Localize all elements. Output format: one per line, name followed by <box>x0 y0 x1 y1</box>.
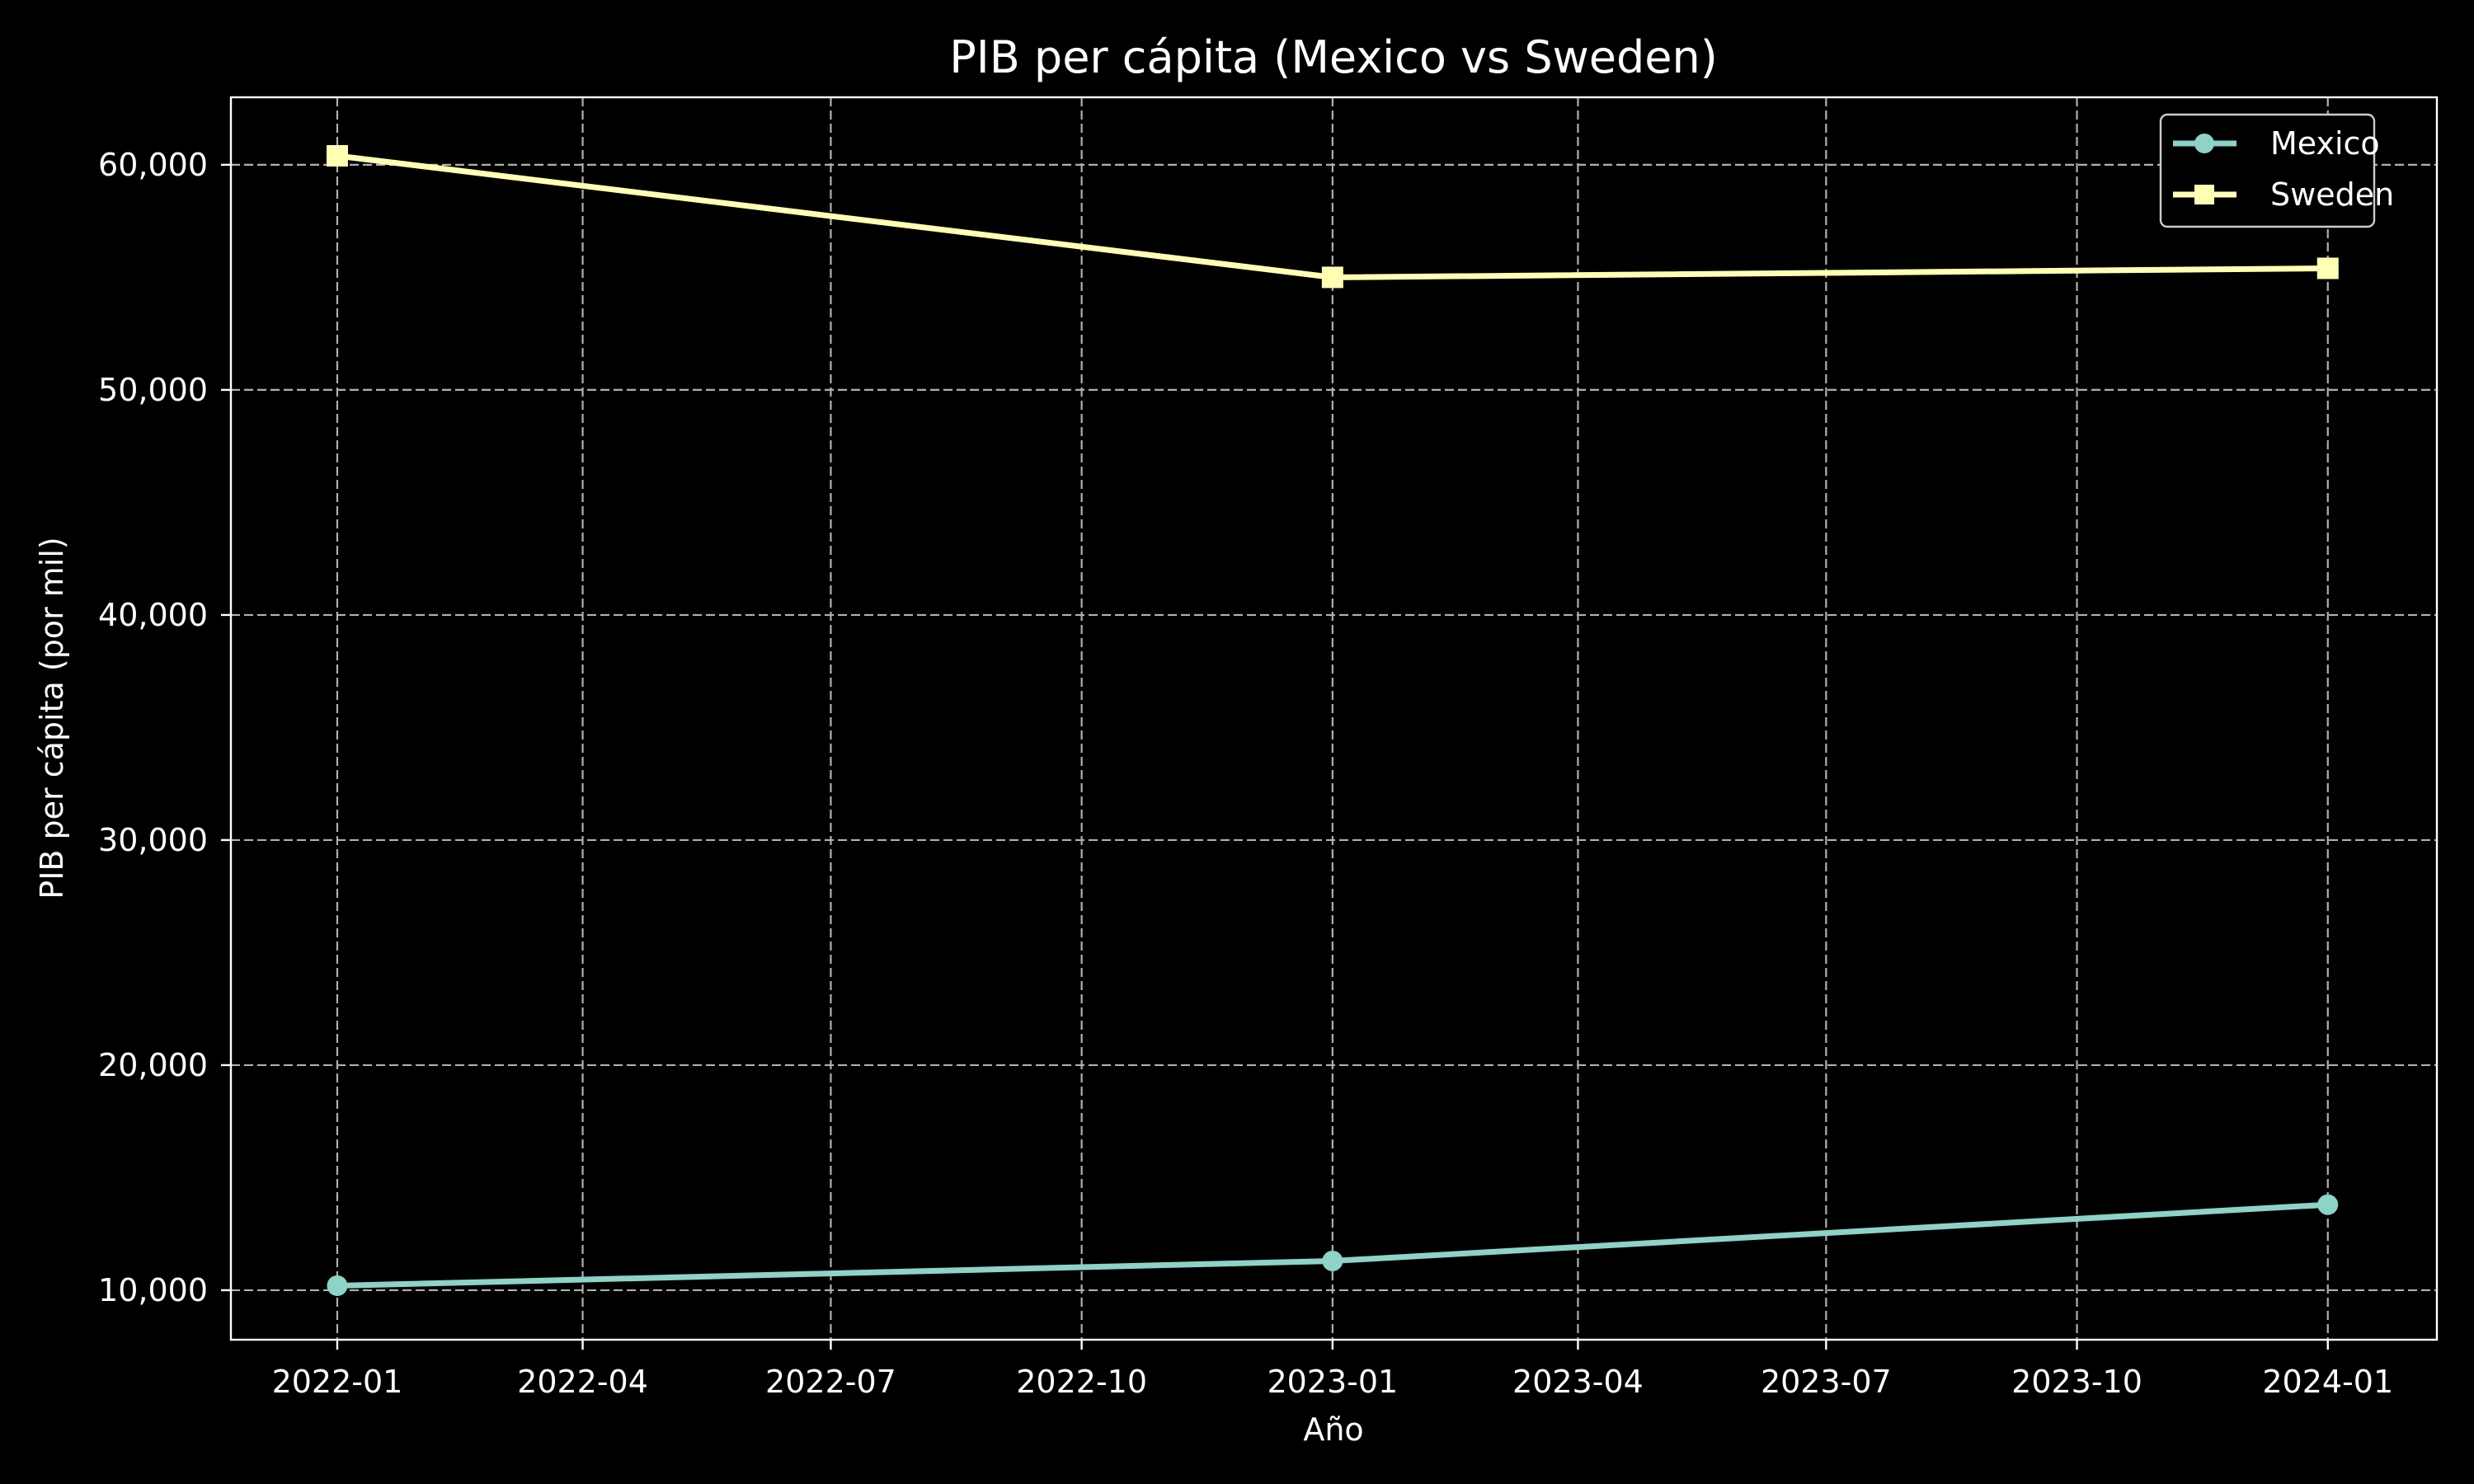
x-tick-label: 2022-01 <box>272 1364 403 1400</box>
x-tick-label: 2023-04 <box>1512 1364 1644 1400</box>
data-point-mexico <box>327 1275 348 1296</box>
x-tick-label: 2023-01 <box>1267 1364 1398 1400</box>
legend-label-sweden: Sweden <box>2270 176 2394 213</box>
y-axis-ticks: 10,000 20,000 30,000 40,000 50,000 60,000 <box>98 147 231 1308</box>
x-tick-label: 2022-10 <box>1016 1364 1147 1400</box>
x-tick-label: 2024-01 <box>2262 1364 2393 1400</box>
x-tick-label: 2023-10 <box>2011 1364 2142 1400</box>
plot-series <box>326 144 2339 1296</box>
y-tick-label: 20,000 <box>98 1047 208 1083</box>
legend-label-mexico: Mexico <box>2270 125 2380 162</box>
grid <box>231 97 2437 1340</box>
x-tick-label: 2022-04 <box>517 1364 648 1400</box>
y-tick-label: 30,000 <box>98 822 208 858</box>
y-tick-label: 50,000 <box>98 372 208 408</box>
x-axis-ticks: 2022-01 2022-04 2022-07 2022-10 2023-01 2023-… <box>272 1340 2393 1400</box>
data-point-mexico <box>2317 1194 2339 1215</box>
data-point-mexico <box>1322 1250 1343 1271</box>
y-tick-label: 40,000 <box>98 597 208 633</box>
y-tick-label: 10,000 <box>98 1272 208 1308</box>
y-axis-label: PIB per cápita (por mil) <box>34 537 70 899</box>
legend-marker-sweden <box>2194 185 2214 204</box>
x-tick-label: 2023-07 <box>1761 1364 1892 1400</box>
x-axis-label: Año <box>1303 1411 1363 1448</box>
data-point-sweden <box>2316 257 2339 279</box>
legend-marker-mexico <box>2194 134 2214 153</box>
chart-title: PIB per cápita (Mexico vs Sweden) <box>949 31 1718 83</box>
data-point-sweden <box>1321 266 1343 289</box>
y-tick-label: 60,000 <box>98 147 208 183</box>
data-point-sweden <box>326 144 348 167</box>
plot-frame <box>229 96 2439 1341</box>
x-tick-label: 2022-07 <box>765 1364 896 1400</box>
legend: Mexico Sweden <box>2159 113 2394 228</box>
